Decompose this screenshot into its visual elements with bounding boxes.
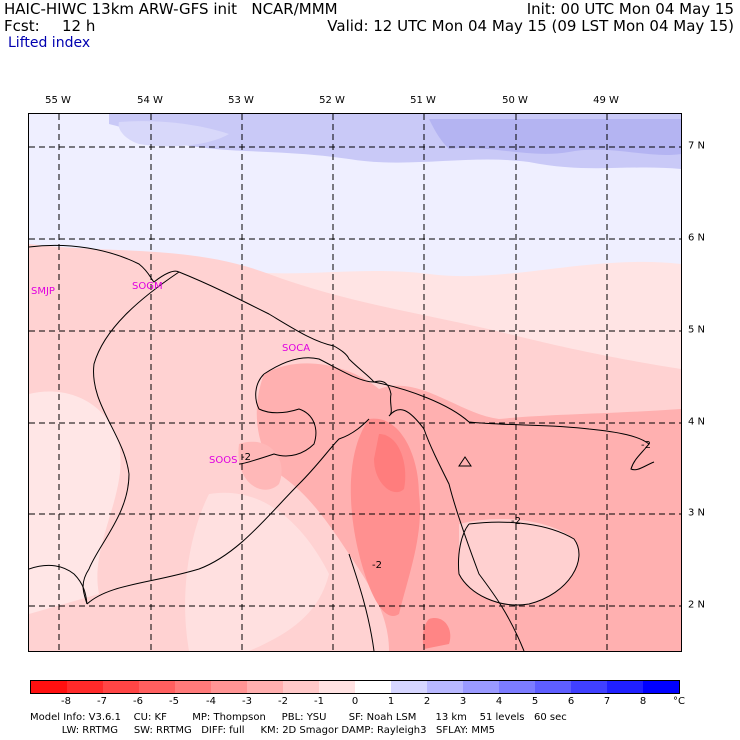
lat-label: 6 N xyxy=(688,232,706,244)
scale-swatch xyxy=(103,681,139,693)
scale-swatch xyxy=(571,681,607,693)
stable-patch xyxy=(118,121,229,147)
lon-label: 51 W xyxy=(410,95,436,106)
scale-label: 4 xyxy=(495,696,503,707)
scale-swatch xyxy=(499,681,535,693)
scale-label: 3 xyxy=(459,696,467,707)
lon-label: 52 W xyxy=(319,95,345,106)
forecast-hour: 12 h xyxy=(62,17,96,35)
lon-label: 53 W xyxy=(228,95,254,106)
scale-swatch xyxy=(247,681,283,693)
station-label: SOGM xyxy=(132,281,163,292)
model-info-line1: Model Info: V3.6.1 CU: KF MP: Thompson P… xyxy=(30,712,567,723)
scale-swatch xyxy=(139,681,175,693)
lon-label: 49 W xyxy=(593,95,619,106)
station-label: SMJP xyxy=(31,286,55,297)
scale-label: -3 xyxy=(242,696,252,707)
color-scale xyxy=(30,680,680,694)
scale-swatch xyxy=(319,681,355,693)
scale-label: 5 xyxy=(531,696,539,707)
model-title: HAIC-HIWC 13km ARW-GFS init NCAR/MMM xyxy=(4,0,338,18)
lat-lon-grid xyxy=(29,114,681,651)
scale-swatch xyxy=(67,681,103,693)
lat-label: 3 N xyxy=(688,507,706,519)
scale-swatch xyxy=(535,681,571,693)
scale-label: -2 xyxy=(278,696,288,707)
scale-swatch xyxy=(607,681,643,693)
lat-label: 4 N xyxy=(688,416,706,428)
scale-label: -1 xyxy=(314,696,324,707)
init-time: Init: 00 UTC Mon 04 May 15 xyxy=(526,0,734,18)
lon-label: 50 W xyxy=(502,95,528,106)
lat-label: 2 N xyxy=(688,599,706,611)
scale-label: 7 xyxy=(603,696,611,707)
scale-swatch xyxy=(283,681,319,693)
scale-label: -4 xyxy=(206,696,216,707)
pale-pocket xyxy=(459,519,579,605)
model-info-line2: LW: RRTMG SW: RRTMG DIFF: full KM: 2D Sm… xyxy=(30,725,495,736)
coastline xyxy=(29,244,525,651)
field-name: Lifted index xyxy=(8,35,91,51)
scale-swatch xyxy=(355,681,391,693)
station-label: SOCA xyxy=(282,343,310,354)
stable-region-dark xyxy=(429,119,681,156)
lat-label: 7 N xyxy=(688,140,706,152)
scale-label: -6 xyxy=(133,696,143,707)
unstable-region-pale xyxy=(29,391,121,614)
forecast-label: Fcst: xyxy=(4,17,40,35)
scale-swatch xyxy=(427,681,463,693)
scale-label: -8 xyxy=(61,696,71,707)
scale-swatch xyxy=(463,681,499,693)
valid-time: Valid: 12 UTC Mon 04 May 15 (09 LST Mon … xyxy=(327,17,734,35)
scale-label: 2 xyxy=(423,696,431,707)
contour-label: -2 xyxy=(372,560,382,571)
scale-label: 6 xyxy=(567,696,575,707)
unstable-core-dark xyxy=(374,434,406,493)
scale-label: -7 xyxy=(97,696,107,707)
unstable-region-pale xyxy=(185,492,329,651)
scale-unit: °C xyxy=(673,696,685,707)
scale-swatch xyxy=(643,681,679,693)
contour-minus2 xyxy=(238,357,655,651)
scale-swatch xyxy=(211,681,247,693)
lifted-index-map: SMJP SOGM SOCA SOOS -2 -2 -2 -2 xyxy=(28,113,682,652)
contour-label: -2 xyxy=(511,516,521,527)
scale-label: 0 xyxy=(351,696,359,707)
contour-label: -2 xyxy=(641,440,651,451)
lon-label: 55 W xyxy=(45,95,71,106)
scale-label: 1 xyxy=(387,696,395,707)
scale-swatch xyxy=(391,681,427,693)
station-label: SOOS xyxy=(209,455,237,466)
lon-label: 54 W xyxy=(137,95,163,106)
unstable-region-medium xyxy=(238,441,282,490)
scale-swatch xyxy=(175,681,211,693)
scale-swatch xyxy=(31,681,67,693)
contour-label: -2 xyxy=(241,452,251,463)
lat-label: 5 N xyxy=(688,324,706,336)
unstable-core-dark xyxy=(422,618,451,649)
scale-label: 8 xyxy=(639,696,647,707)
scale-label: -5 xyxy=(169,696,179,707)
